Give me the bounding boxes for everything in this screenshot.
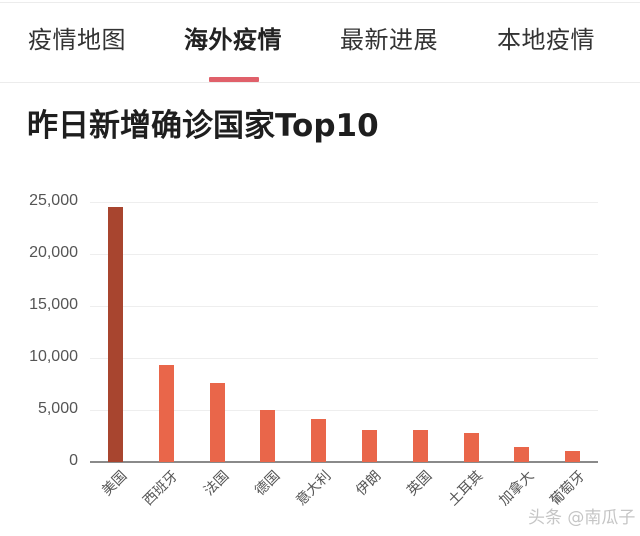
tab-epidemic-map[interactable]: 疫情地图 <box>28 26 126 54</box>
x-axis-category-label: 西班牙 <box>140 468 182 510</box>
bar-0[interactable] <box>108 207 123 462</box>
gridline <box>90 306 598 307</box>
bar-4[interactable] <box>311 419 326 462</box>
x-axis-category-label: 德国 <box>252 468 284 500</box>
tab-latest-progress[interactable]: 最新进展 <box>340 26 438 54</box>
bar-8[interactable] <box>514 447 529 462</box>
y-axis-tick-label: 20,000 <box>29 244 78 261</box>
bar-3[interactable] <box>260 410 275 462</box>
gridline <box>90 202 598 203</box>
x-axis-category-label: 英国 <box>404 468 436 500</box>
top-border <box>0 2 640 3</box>
tab-overseas-epidemic[interactable]: 海外疫情 <box>184 26 282 54</box>
x-axis-category-label: 法国 <box>201 468 233 500</box>
tab-local-epidemic[interactable]: 本地疫情 <box>497 26 595 54</box>
x-axis-category-label: 土耳其 <box>445 468 487 510</box>
watermark: 头条 @南瓜子 <box>528 508 636 528</box>
y-axis-tick-label: 25,000 <box>29 192 78 209</box>
bar-1[interactable] <box>159 365 174 462</box>
x-axis-category-label: 美国 <box>99 468 131 500</box>
bar-9[interactable] <box>565 451 580 462</box>
x-axis-category-label: 意大利 <box>293 468 335 510</box>
bar-2[interactable] <box>210 383 225 462</box>
y-axis-tick-label: 0 <box>69 452 78 469</box>
chart-title: 昨日新增确诊国家Top10 <box>27 108 379 144</box>
y-axis-tick-label: 15,000 <box>29 296 78 313</box>
x-axis-line <box>90 461 598 463</box>
x-axis-category-label: 伊朗 <box>353 468 385 500</box>
bar-6[interactable] <box>413 430 428 462</box>
active-tab-indicator <box>209 77 259 82</box>
bar-5[interactable] <box>362 430 377 462</box>
y-axis-tick-label: 5,000 <box>37 400 78 417</box>
y-axis-tick-label: 10,000 <box>29 348 78 365</box>
gridline <box>90 410 598 411</box>
tab-bar: 疫情地图 海外疫情 最新进展 本地疫情 <box>0 0 640 83</box>
bar-7[interactable] <box>464 433 479 462</box>
gridline <box>90 358 598 359</box>
gridline <box>90 254 598 255</box>
